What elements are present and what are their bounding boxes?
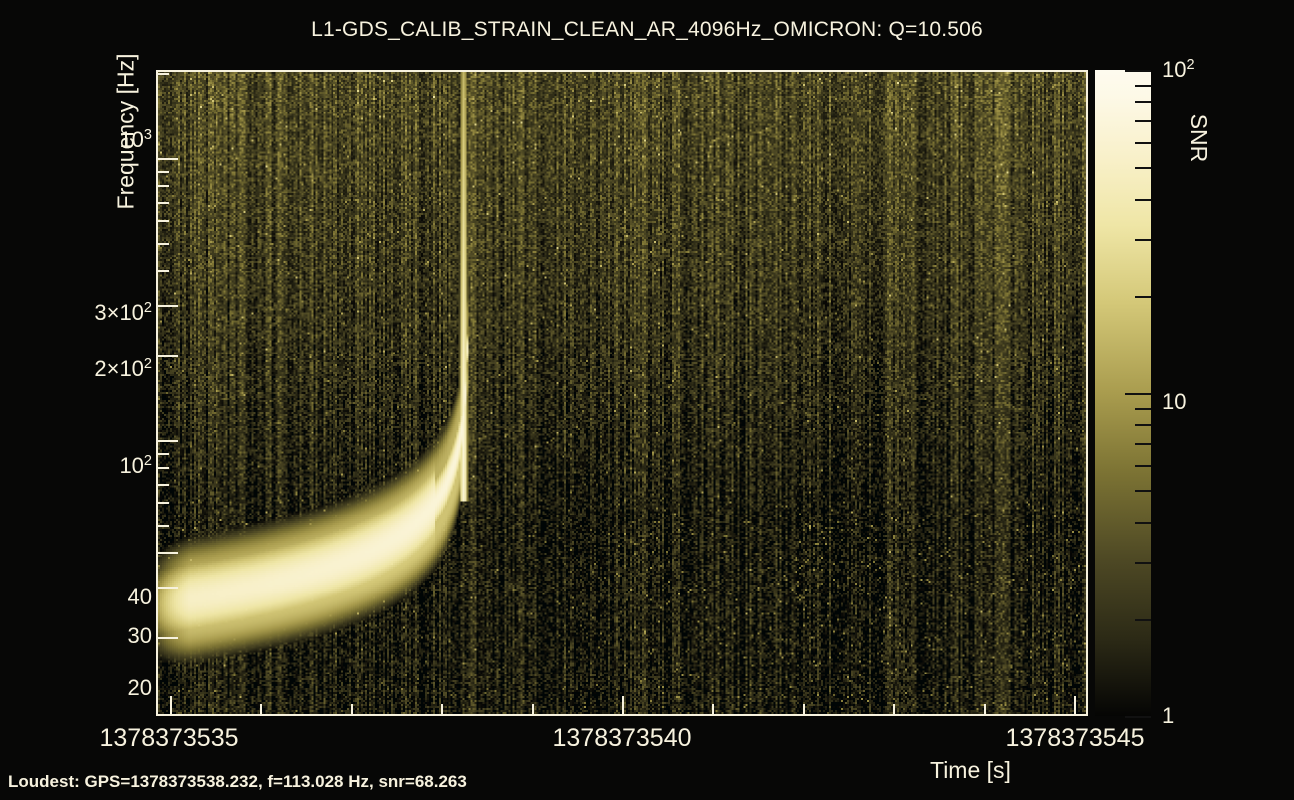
y-tick-mark bbox=[156, 157, 178, 160]
y-tick-label-1000: 103 bbox=[119, 126, 152, 153]
colorbar-tick-mark bbox=[1135, 561, 1151, 564]
loudest-event-caption: Loudest: GPS=1378373538.232, f=113.028 H… bbox=[8, 772, 467, 791]
colorbar-tick-mark bbox=[1135, 618, 1151, 621]
colorbar-tick-label-1: 1 bbox=[1162, 703, 1175, 728]
y-tick-label-100: 102 bbox=[119, 452, 152, 479]
colorbar-tick-mark bbox=[1135, 141, 1151, 144]
y-tick-mark bbox=[156, 587, 178, 590]
x-tick-label-1378373535: 1378373535 bbox=[99, 724, 239, 752]
colorbar-tick-mark bbox=[1135, 238, 1151, 241]
y-tick-mark bbox=[156, 502, 169, 505]
colorbar-title: SNR bbox=[1186, 113, 1212, 163]
y-tick-label-40: 40 bbox=[127, 584, 152, 609]
x-tick-mark bbox=[983, 704, 986, 716]
y-tick-mark bbox=[156, 72, 169, 75]
y-tick-mark bbox=[156, 524, 169, 527]
colorbar-tick-mark bbox=[1135, 443, 1151, 446]
colorbar-tick-label-100: 102 bbox=[1162, 56, 1195, 83]
colorbar-tick-mark bbox=[1135, 464, 1151, 467]
x-tick-mark bbox=[441, 704, 444, 716]
x-tick-mark bbox=[531, 704, 534, 716]
x-tick-mark bbox=[802, 704, 805, 716]
y-tick-mark bbox=[156, 270, 169, 273]
spectrogram-plot-area[interactable] bbox=[156, 70, 1088, 716]
colorbar-tick-mark bbox=[1135, 198, 1151, 201]
y-axis-label: Frequency [Hz] bbox=[112, 53, 139, 210]
colorbar-tick-mark bbox=[1125, 393, 1151, 395]
colorbar-tick-mark bbox=[1135, 84, 1151, 87]
y-tick-mark bbox=[156, 185, 169, 188]
x-tick-label-1378373545: 1378373545 bbox=[1005, 724, 1145, 752]
y-tick-mark bbox=[156, 467, 169, 470]
x-tick-mark bbox=[1074, 696, 1077, 716]
y-tick-label-300: 3×102 bbox=[94, 299, 152, 326]
y-tick-mark bbox=[156, 220, 169, 223]
x-tick-mark bbox=[169, 696, 172, 716]
colorbar-tick-mark bbox=[1135, 295, 1151, 298]
y-tick-label-200: 2×102 bbox=[94, 355, 152, 382]
y-tick-mark bbox=[156, 305, 178, 308]
y-tick-mark bbox=[156, 452, 169, 455]
x-tick-mark bbox=[622, 696, 624, 716]
colorbar-tick-mark bbox=[1135, 167, 1151, 170]
colorbar-tick-mark bbox=[1125, 70, 1151, 72]
x-tick-mark bbox=[893, 704, 896, 716]
y-tick-mark bbox=[156, 242, 169, 245]
colorbar-tick-mark bbox=[1135, 101, 1151, 104]
y-tick-mark bbox=[156, 201, 169, 204]
colorbar-tick-label-10: 10 bbox=[1162, 389, 1187, 414]
y-tick-mark bbox=[156, 637, 178, 640]
x-tick-mark bbox=[260, 704, 263, 716]
spectrogram-image bbox=[158, 72, 1086, 714]
y-tick-mark bbox=[156, 483, 169, 486]
y-tick-mark bbox=[156, 354, 178, 357]
x-tick-mark bbox=[712, 704, 715, 716]
x-tick-mark bbox=[350, 704, 353, 716]
colorbar-tick-mark bbox=[1135, 424, 1151, 427]
x-tick-label-1378373540: 1378373540 bbox=[552, 724, 692, 752]
colorbar-tick-mark bbox=[1135, 521, 1151, 524]
y-axis-ticks: 103 3×102 2×102 102 40 30 20 bbox=[0, 0, 152, 800]
y-tick-mark bbox=[156, 439, 178, 442]
x-axis-label: Time [s] bbox=[930, 757, 1011, 783]
colorbar-tick-mark bbox=[1135, 120, 1151, 123]
y-tick-mark bbox=[156, 170, 169, 173]
colorbar-tick-mark bbox=[1135, 490, 1151, 493]
y-tick-mark bbox=[156, 552, 178, 555]
y-tick-label-20: 20 bbox=[127, 675, 152, 700]
plot-title: L1-GDS_CALIB_STRAIN_CLEAN_AR_4096Hz_OMIC… bbox=[311, 18, 983, 41]
colorbar-tick-mark bbox=[1135, 407, 1151, 410]
colorbar-tick-mark bbox=[1125, 716, 1151, 718]
y-tick-label-30: 30 bbox=[127, 623, 152, 648]
